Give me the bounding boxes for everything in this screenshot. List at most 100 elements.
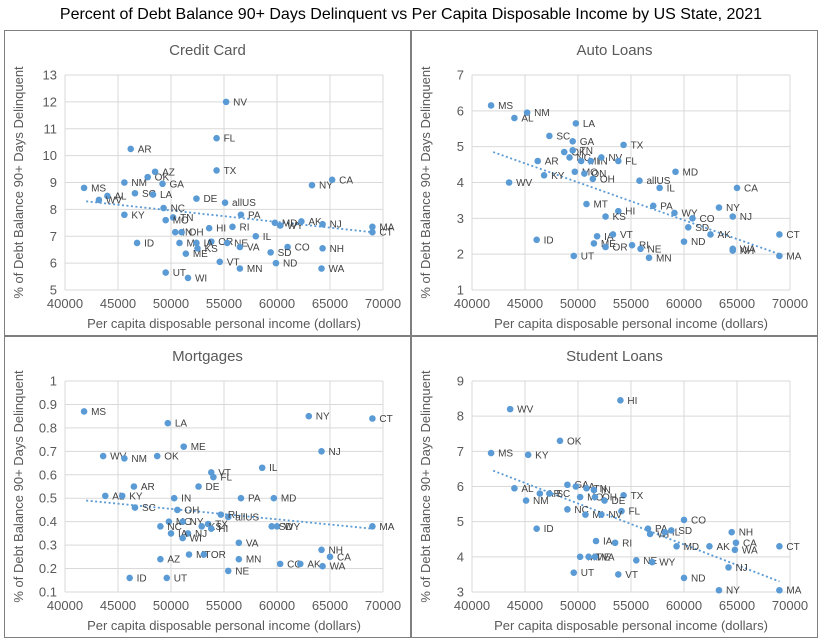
data-label: KS — [205, 244, 219, 255]
data-point — [204, 520, 212, 528]
data-point — [533, 525, 540, 532]
data-label: LA — [160, 190, 173, 201]
data-point — [369, 223, 376, 231]
data-point — [633, 557, 640, 564]
data-label: KS — [613, 212, 627, 223]
y-tick-label: 13 — [43, 68, 57, 83]
data-point — [534, 157, 542, 165]
x-tick-label: 40000 — [47, 296, 83, 311]
data-point — [560, 148, 568, 156]
data-label: HI — [627, 396, 637, 407]
data-label: FL — [628, 507, 640, 518]
data-point — [258, 464, 266, 472]
x-tick-label: 40000 — [454, 598, 490, 613]
y-tick-label: 6 — [50, 256, 57, 271]
data-point — [210, 473, 217, 481]
data-point — [680, 238, 688, 245]
y-tick-label: 3 — [457, 585, 464, 600]
data-label: KY — [129, 491, 143, 502]
data-label: PA — [655, 524, 668, 535]
y-tick-label: 1 — [50, 374, 57, 389]
data-point — [159, 180, 166, 188]
y-tick-label: 0.2 — [39, 561, 57, 576]
data-label: NJ — [329, 447, 341, 458]
data-point — [731, 546, 739, 554]
data-point — [276, 560, 284, 568]
data-label: allUS — [232, 198, 256, 209]
data-point — [536, 490, 544, 497]
data-label: NV — [608, 153, 622, 164]
x-tick-label: 45000 — [507, 296, 543, 311]
data-point — [165, 518, 173, 525]
x-axis-title: Per capita disposable personal income (d… — [87, 618, 361, 633]
data-label: RI — [639, 241, 649, 252]
data-label: MS — [91, 407, 106, 418]
data-point — [176, 239, 183, 247]
data-point — [237, 494, 245, 502]
x-tick-label: 50000 — [153, 598, 189, 613]
x-tick-label: 55000 — [206, 598, 242, 613]
data-point — [236, 243, 244, 251]
data-label: CA — [743, 538, 757, 549]
data-label: MO — [582, 167, 598, 178]
data-label: NC — [171, 204, 185, 215]
y-tick-label: 4 — [457, 549, 464, 564]
data-point — [318, 546, 325, 554]
data-label: OK — [164, 452, 179, 463]
y-tick-label: 5 — [457, 514, 464, 529]
data-label: TX — [224, 166, 237, 177]
y-tick-label: 0.1 — [39, 585, 57, 600]
data-point — [583, 484, 590, 492]
data-point — [216, 258, 224, 266]
data-point — [572, 483, 580, 490]
data-point — [667, 527, 675, 534]
data-point — [297, 560, 304, 568]
data-label: IN — [601, 486, 611, 497]
data-point — [174, 506, 181, 514]
data-point — [556, 437, 564, 445]
x-axis-title: Per capita disposable personal income (d… — [494, 316, 768, 331]
data-point — [732, 539, 740, 547]
data-point — [144, 173, 151, 181]
x-tick-label: 65000 — [312, 598, 348, 613]
data-point — [268, 523, 276, 530]
data-point — [533, 236, 540, 244]
data-label: NC — [574, 505, 588, 516]
data-point — [566, 154, 573, 161]
x-tick-label: 55000 — [613, 598, 649, 613]
data-label: LA — [175, 419, 188, 430]
data-label: OK — [567, 436, 582, 447]
data-label: WA — [742, 545, 758, 556]
data-point — [587, 157, 595, 165]
data-point — [162, 269, 169, 276]
data-label: MS — [91, 183, 106, 194]
data-label: IA — [203, 238, 213, 249]
data-label: GA — [170, 179, 185, 190]
data-label: MA — [786, 251, 801, 262]
data-point — [570, 252, 578, 260]
data-point — [602, 213, 609, 220]
data-label: NC — [167, 522, 181, 533]
data-label: SD — [678, 526, 692, 537]
data-point — [570, 569, 578, 576]
data-label: ME — [191, 442, 206, 453]
data-point — [585, 553, 592, 561]
data-point — [319, 220, 326, 228]
data-point — [270, 494, 278, 502]
data-point — [602, 243, 609, 251]
data-label: NY — [726, 586, 740, 597]
data-point — [569, 146, 576, 154]
data-label: WI — [190, 534, 202, 545]
data-label: allUS — [646, 176, 670, 187]
data-label: IL — [263, 232, 272, 243]
data-label: RI — [228, 510, 238, 521]
data-point — [221, 199, 229, 206]
data-label: ME — [596, 552, 611, 563]
data-point — [598, 511, 605, 518]
data-point — [546, 490, 553, 497]
data-point — [656, 184, 663, 192]
x-tick-label: 60000 — [666, 296, 702, 311]
data-label: CA — [744, 183, 758, 194]
data-label: IN — [598, 157, 608, 168]
data-point — [590, 486, 598, 494]
